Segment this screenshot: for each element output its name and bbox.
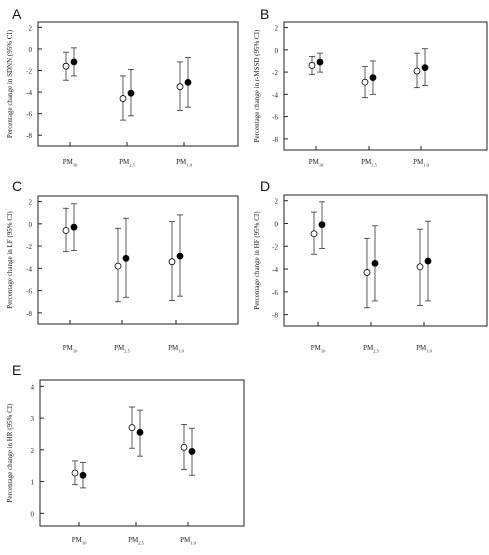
panel-b: B 2 0 -2 -4 -6 -8 Percentage change in r-MSSD … — [248, 0, 489, 180]
x-tick-label: PM10 — [309, 158, 324, 168]
filled-point — [369, 74, 377, 82]
open-point — [310, 230, 318, 238]
x-tick-label: PM10 — [72, 536, 87, 546]
y-tick-label: 0 — [29, 46, 33, 54]
filled-point — [184, 78, 192, 86]
y-tick-label: -2 — [272, 243, 278, 251]
y-tick-label: -4 — [26, 265, 32, 273]
open-point — [114, 262, 122, 270]
x-tick-label: PM2.5 — [128, 536, 145, 546]
y-axis-label: Percentage change in SDNN (95% CI) — [6, 29, 14, 138]
plot-frame — [37, 21, 239, 147]
open-point — [308, 62, 316, 69]
plot-frame — [283, 21, 488, 151]
filled-point — [318, 221, 326, 229]
y-tick-label: 2 — [29, 24, 33, 32]
y-tick-label: 0 — [29, 221, 33, 229]
x-tick-label: PM2.5 — [114, 344, 131, 354]
y-tick-label: -2 — [272, 69, 278, 77]
y-tick-label: -4 — [26, 89, 32, 97]
x-tick-label: PM1.0 — [180, 536, 197, 546]
y-tick-label: 2 — [275, 198, 279, 206]
filled-point — [79, 471, 87, 479]
filled-point — [127, 89, 135, 97]
open-point — [361, 78, 369, 86]
filled-point — [424, 257, 432, 265]
panel-label-e: E — [12, 362, 22, 378]
y-axis-label: Percentage change in HF (95% CI) — [253, 211, 261, 310]
x-tick-label: PM10 — [311, 344, 326, 354]
panel-label-d: D — [260, 178, 271, 194]
panel-label-b: B — [260, 6, 270, 22]
open-point — [180, 443, 188, 451]
panel-a: A 2 0 -2 -4 -6 -8 Percentage change in SDNN (9… — [0, 0, 240, 180]
plot-frame — [283, 194, 488, 327]
open-point — [128, 424, 136, 432]
chart-e: 4 3 2 1 0 Percentage change in HR (95% CI) PM1… — [6, 379, 245, 546]
open-point — [176, 83, 184, 91]
open-point — [416, 263, 424, 271]
x-tick-label: PM2.5 — [361, 158, 378, 168]
panel-d: D 2 0 -2 -4 -6 -8 Percentage change in HF (95%… — [248, 178, 489, 358]
plot-frame — [37, 195, 239, 325]
y-tick-label: -6 — [272, 114, 278, 122]
y-tick-label: -6 — [26, 111, 32, 119]
x-tick-label: PM2.5 — [119, 158, 136, 168]
open-point — [119, 95, 127, 102]
y-tick-label: 0 — [275, 47, 279, 55]
y-tick-label: 0 — [275, 220, 279, 228]
y-tick-label: -8 — [272, 136, 278, 144]
y-tick-label: -2 — [26, 243, 32, 251]
x-tick-label: PM1.0 — [416, 344, 433, 354]
x-tick-label: PM2.5 — [363, 344, 380, 354]
y-tick-label: -2 — [26, 68, 32, 76]
y-tick-label: -8 — [26, 132, 32, 140]
x-tick-label: PM1.0 — [176, 158, 193, 168]
y-tick-label: 0 — [31, 510, 35, 518]
y-tick-label: -8 — [26, 310, 32, 318]
y-tick-label: -8 — [272, 312, 278, 320]
y-tick-label: 3 — [31, 415, 35, 423]
filled-point — [70, 223, 78, 231]
x-tick-label: PM1.0 — [413, 158, 430, 168]
open-point — [71, 469, 79, 477]
panel-e: E 4 3 2 1 0 Percentage change in HR (95% CI) P… — [0, 362, 250, 550]
chart-d: 2 0 -2 -4 -6 -8 Percentage change in HF (95% C… — [253, 194, 488, 354]
y-tick-label: -6 — [26, 288, 32, 296]
y-tick-label: -4 — [272, 266, 278, 274]
filled-point — [188, 448, 196, 455]
x-tick-label: PM10 — [63, 344, 78, 354]
filled-point — [122, 254, 130, 262]
filled-point — [371, 259, 379, 267]
y-tick-label: 4 — [31, 383, 35, 391]
y-tick-label: -4 — [272, 91, 278, 99]
chart-c: 2 0 -2 -4 -6 -8 Percentage change in LF (95% C… — [6, 195, 239, 354]
y-tick-label: -6 — [272, 289, 278, 297]
y-axis-label: Percentage change in LF (95% CI) — [6, 211, 14, 309]
open-point — [363, 269, 371, 276]
filled-point — [316, 58, 324, 66]
open-point — [168, 258, 176, 266]
chart-b: 2 0 -2 -4 -6 -8 Percentage change in r-MSSD (9… — [253, 21, 488, 168]
x-tick-label: PM1.0 — [168, 344, 185, 354]
y-tick-label: 1 — [31, 479, 35, 487]
panel-label-a: A — [12, 6, 22, 22]
chart-a: 2 0 -2 -4 -6 -8 Percentage change in SDNN (95%… — [6, 21, 239, 168]
open-point — [62, 227, 70, 234]
x-tick-label: PM10 — [63, 158, 78, 168]
plot-frame — [39, 379, 245, 527]
filled-point — [70, 58, 78, 66]
open-point — [62, 62, 70, 70]
filled-point — [176, 252, 184, 260]
y-axis-label: Percentage change in HR (95% CI) — [6, 403, 14, 503]
y-tick-label: 2 — [275, 25, 279, 33]
panel-label-c: C — [12, 178, 23, 194]
y-axis-label: Percentage change in r-MSSD (95% CI) — [253, 29, 261, 142]
filled-point — [136, 428, 144, 436]
y-tick-label: 2 — [29, 199, 33, 207]
open-point — [413, 67, 421, 75]
filled-point — [421, 64, 429, 72]
y-tick-label: 2 — [31, 447, 35, 455]
panel-c: C 2 0 -2 -4 -6 -8 Percentage change in LF (95%… — [0, 178, 240, 358]
